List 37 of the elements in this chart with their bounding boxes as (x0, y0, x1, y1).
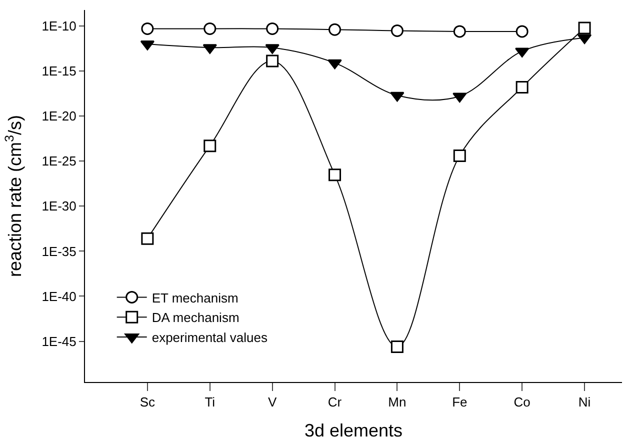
point (204, 140, 216, 152)
point (390, 340, 404, 353)
y-tick-label: 1E-40 (42, 288, 76, 304)
point (516, 80, 528, 94)
point (516, 25, 528, 38)
legend-label: DA mechanism (152, 310, 240, 326)
point (141, 232, 154, 245)
y-tick-label: 1E-15 (42, 64, 76, 79)
point (578, 22, 591, 34)
y-tick-label: 1E-45 (42, 334, 76, 349)
y-tick-label: 1E-20 (42, 108, 76, 124)
y-tick-label: 1E-35 (42, 244, 76, 259)
y-tick-label: 1E-30 (42, 198, 76, 214)
x-tick-label: Cr (328, 394, 342, 410)
y-tick-label: 1E-10 (42, 18, 76, 34)
point (204, 22, 216, 35)
point (266, 54, 279, 68)
x-tick-label: Fe (452, 394, 468, 410)
point (141, 22, 154, 35)
x-tick-label: V (268, 394, 277, 410)
y-tick-label: 1E-25 (42, 154, 76, 169)
point (266, 22, 279, 35)
legend-label: ET mechanism (152, 290, 238, 306)
x-tick-label: Sc (140, 394, 156, 410)
x-tick-label: Ti (204, 394, 216, 410)
point (328, 59, 342, 70)
point (328, 168, 342, 182)
x-tick-label: Mn (388, 394, 406, 410)
point (328, 23, 342, 36)
point (453, 25, 466, 38)
x-tick-label: Ni (578, 394, 591, 410)
x-axis-title: 3d elements (304, 420, 403, 441)
legend-label: experimental values (152, 330, 268, 346)
x-tick-label: Co (514, 394, 530, 410)
point (390, 92, 404, 102)
point (390, 24, 404, 37)
point (453, 149, 466, 162)
